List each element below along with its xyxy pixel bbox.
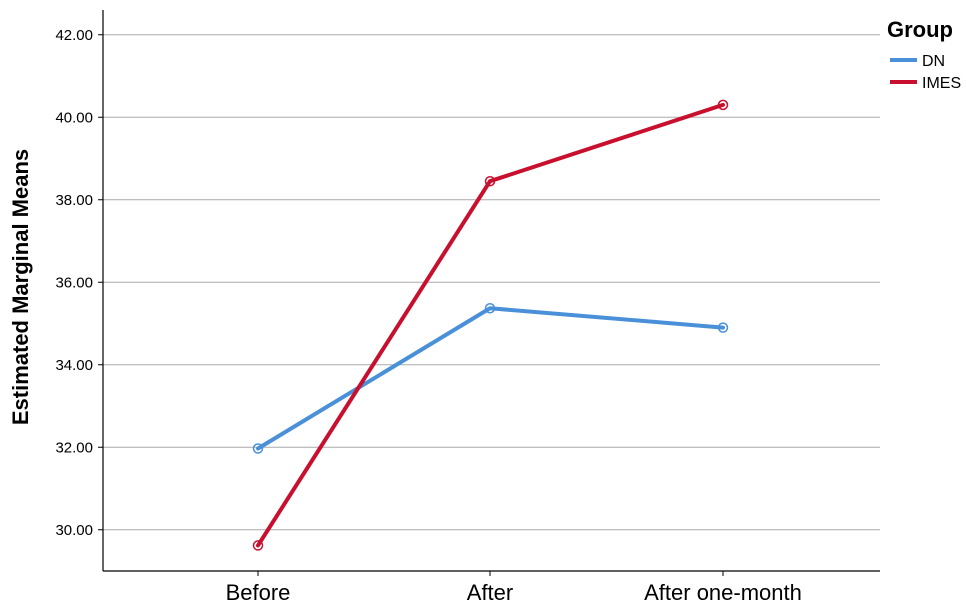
x-tick-label: After [467, 580, 513, 604]
y-tick-label: 38.00 [55, 192, 93, 209]
x-tick-label: Before [226, 580, 291, 604]
series-dn [252, 302, 729, 454]
legend-title: Group [887, 17, 953, 42]
y-ticks: 30.00 32.00 34.00 36.00 38.00 40.00 42.00 [55, 27, 103, 539]
gridlines [103, 34, 880, 531]
series [252, 99, 729, 551]
series-line [256, 102, 725, 548]
x-ticks: Before After After one-month [226, 571, 802, 604]
data-point [484, 302, 496, 314]
legend-item-imes: IMES [890, 75, 961, 92]
data-point [252, 443, 264, 454]
axes [102, 10, 880, 572]
series-imes [252, 99, 729, 551]
legend-item-dn: DN [890, 53, 945, 70]
x-tick-label: After one-month [644, 580, 802, 604]
series-line [256, 306, 725, 451]
data-point [717, 99, 729, 111]
legend: Group DN IMES [887, 17, 961, 92]
legend-label: DN [922, 53, 945, 70]
y-tick-label: 32.00 [55, 439, 93, 456]
data-point [484, 175, 496, 187]
y-axis-label: Estimated Marginal Means [8, 149, 33, 425]
legend-label: IMES [922, 75, 961, 92]
y-tick-label: 36.00 [55, 274, 93, 291]
y-tick-label: 30.00 [55, 522, 93, 539]
y-tick-label: 34.00 [55, 357, 93, 374]
data-point [252, 540, 264, 551]
y-tick-label: 40.00 [55, 109, 93, 126]
data-point [717, 322, 729, 333]
y-tick-label: 42.00 [55, 27, 93, 44]
